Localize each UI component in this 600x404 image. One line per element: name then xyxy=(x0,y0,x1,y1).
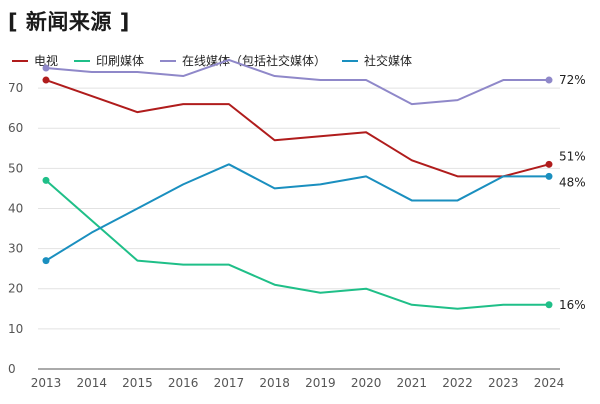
x-tick-label: 2020 xyxy=(351,376,382,390)
data-point xyxy=(545,172,553,180)
legend-label-tv: 电视 xyxy=(34,54,59,68)
y-tick-label: 0 xyxy=(8,362,16,376)
data-point xyxy=(545,301,553,309)
end-value-label: 48% xyxy=(559,175,586,189)
data-point xyxy=(42,76,50,84)
y-tick-label: 60 xyxy=(8,121,23,135)
series-line xyxy=(45,163,549,262)
x-tick-label: 2021 xyxy=(397,376,428,390)
legend-swatch-tv xyxy=(12,59,28,62)
data-point xyxy=(545,76,553,84)
end-value-label: 16% xyxy=(559,298,586,312)
y-tick-label: 50 xyxy=(8,161,23,175)
x-tick-label: 2024 xyxy=(534,376,565,390)
data-point xyxy=(42,257,50,265)
data-point xyxy=(42,64,50,72)
series-line xyxy=(45,79,550,178)
legend-label-social: 社交媒体 xyxy=(364,54,413,68)
x-tick-label: 2015 xyxy=(122,376,153,390)
x-tick-label: 2013 xyxy=(31,376,62,390)
series-line xyxy=(45,179,549,310)
x-tick-label: 2016 xyxy=(168,376,199,390)
end-value-label: 51% xyxy=(559,149,586,163)
data-point xyxy=(42,176,50,184)
x-tick-label: 2018 xyxy=(259,376,290,390)
x-tick-label: 2022 xyxy=(442,376,473,390)
x-tick-label: 2019 xyxy=(305,376,336,390)
legend-item-print: 印刷媒体 xyxy=(74,52,144,69)
chart-title: [ 新闻来源 ] xyxy=(8,10,130,34)
legend-item-tv: 电视 xyxy=(12,52,58,69)
x-tick-label: 2023 xyxy=(488,376,519,390)
series-line xyxy=(45,58,549,106)
y-tick-label: 10 xyxy=(8,322,23,336)
legend-item-social: 社交媒体 xyxy=(342,52,412,69)
x-tick-label: 2014 xyxy=(76,376,107,390)
end-value-label: 72% xyxy=(559,73,586,87)
x-tick-label: 2017 xyxy=(214,376,245,390)
y-tick-label: 40 xyxy=(8,201,23,215)
y-tick-label: 30 xyxy=(8,242,23,256)
y-tick-label: 70 xyxy=(8,81,23,95)
y-tick-label: 20 xyxy=(8,282,23,296)
legend-swatch-print xyxy=(74,59,91,62)
data-point xyxy=(545,160,553,168)
legend-swatch-online xyxy=(160,59,177,62)
legend-swatch-social xyxy=(342,59,359,62)
legend-label-print: 印刷媒体 xyxy=(96,54,145,68)
